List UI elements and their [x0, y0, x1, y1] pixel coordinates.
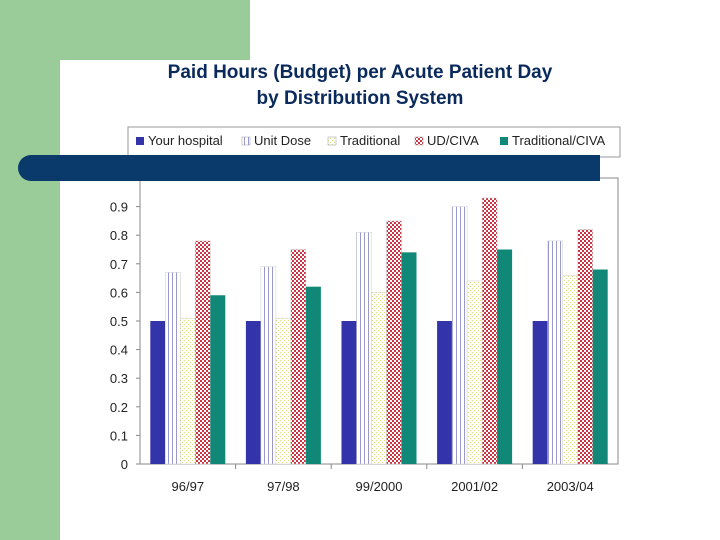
bar-ud-civa-2001-02 [481, 197, 498, 465]
legend-label: Your hospital [148, 133, 223, 148]
x-tick-label: 97/98 [267, 479, 300, 494]
y-tick-label: 0 [121, 457, 128, 472]
legend-swatch [500, 137, 508, 145]
legend-label: Traditional [340, 133, 400, 148]
bar-traditional-2003-04 [562, 274, 578, 465]
y-tick-label: 0.9 [110, 200, 128, 215]
bar-unit-dose-97-98 [260, 266, 277, 465]
legend-label: UD/CIVA [427, 133, 479, 148]
slide-title-line1: Paid Hours (Budget) per Acute Patient Da… [167, 62, 553, 83]
legend-label: Traditional/CIVA [512, 133, 606, 148]
bar-traditional-2001-02 [466, 280, 483, 465]
y-tick-label: 0.8 [110, 228, 128, 243]
legend-swatch [327, 136, 337, 146]
bar-traditional-97-98 [275, 317, 292, 465]
x-tick-label: 2001/02 [451, 479, 498, 494]
legend-swatch [241, 136, 251, 146]
bar-traditional-civa-97-98 [305, 286, 321, 464]
bar-your-hospital-2003-04 [532, 321, 548, 464]
y-tick-label: 0.2 [110, 400, 128, 415]
legend-swatch [414, 136, 424, 146]
bar-traditional-civa-96-97 [210, 295, 226, 464]
x-tick-label: 99/2000 [356, 479, 403, 494]
decor-navy-band [18, 155, 600, 181]
x-axis: 96/97 97/98 99/2000 2001/02 2003/04 [172, 464, 594, 494]
bar-your-hospital-99-2000 [341, 321, 357, 464]
bar-traditional-99-2000 [371, 292, 387, 465]
bar-your-hospital-96-97 [150, 321, 166, 464]
legend-swatch [136, 137, 144, 145]
bar-ud-civa-99-2000 [386, 220, 402, 465]
bar-your-hospital-97-98 [245, 321, 261, 464]
y-tick-label: 0.4 [110, 343, 128, 358]
bar-ud-civa-2003-04 [577, 229, 593, 465]
bar-unit-dose-2003-04 [547, 240, 563, 465]
x-tick-label: 2003/04 [547, 479, 594, 494]
bar-ud-civa-96-97 [195, 240, 211, 465]
chart-legend: Your hospital Unit Dose Traditional UD/CIVA… [136, 133, 606, 148]
bar-ud-civa-97-98 [290, 249, 307, 465]
bar-unit-dose-99-2000 [356, 232, 372, 465]
bar-unit-dose-2001-02 [451, 206, 468, 465]
bars-group [150, 197, 608, 465]
slide-title: Paid Hours (Budget) per Acute Patient Da… [80, 60, 640, 112]
y-axis: 0 0.1 0.2 0.3 0.4 0.5 0.6 0.7 0.8 0.9 [110, 200, 140, 472]
legend-label: Unit Dose [254, 133, 311, 148]
bar-traditional-civa-2003-04 [592, 269, 608, 464]
y-tick-label: 0.5 [110, 314, 128, 329]
slide-title-line2: by Distribution System [256, 88, 464, 109]
y-tick-label: 0.6 [110, 285, 128, 300]
x-tick-label: 96/97 [172, 479, 205, 494]
y-tick-label: 0.1 [110, 428, 128, 443]
bar-traditional-civa-2001-02 [497, 249, 513, 464]
decor-green-sidebar [0, 0, 60, 540]
y-tick-label: 0.7 [110, 257, 128, 272]
bar-traditional-96-97 [180, 317, 196, 465]
bar-your-hospital-2001-02 [437, 321, 453, 464]
y-tick-label: 0.3 [110, 371, 128, 386]
bar-unit-dose-96-97 [165, 272, 181, 465]
decor-green-top [60, 0, 250, 60]
bar-traditional-civa-99-2000 [401, 252, 417, 464]
